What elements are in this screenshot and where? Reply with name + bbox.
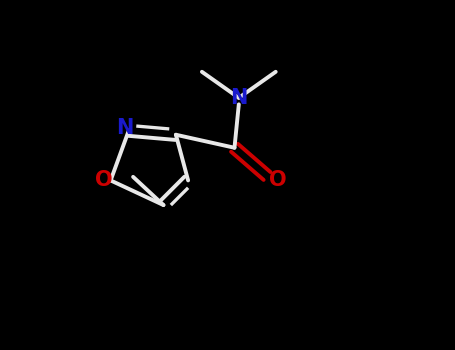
Text: O: O [95,170,113,190]
Text: N: N [230,88,248,108]
Text: O: O [269,170,287,190]
Text: N: N [116,118,133,139]
